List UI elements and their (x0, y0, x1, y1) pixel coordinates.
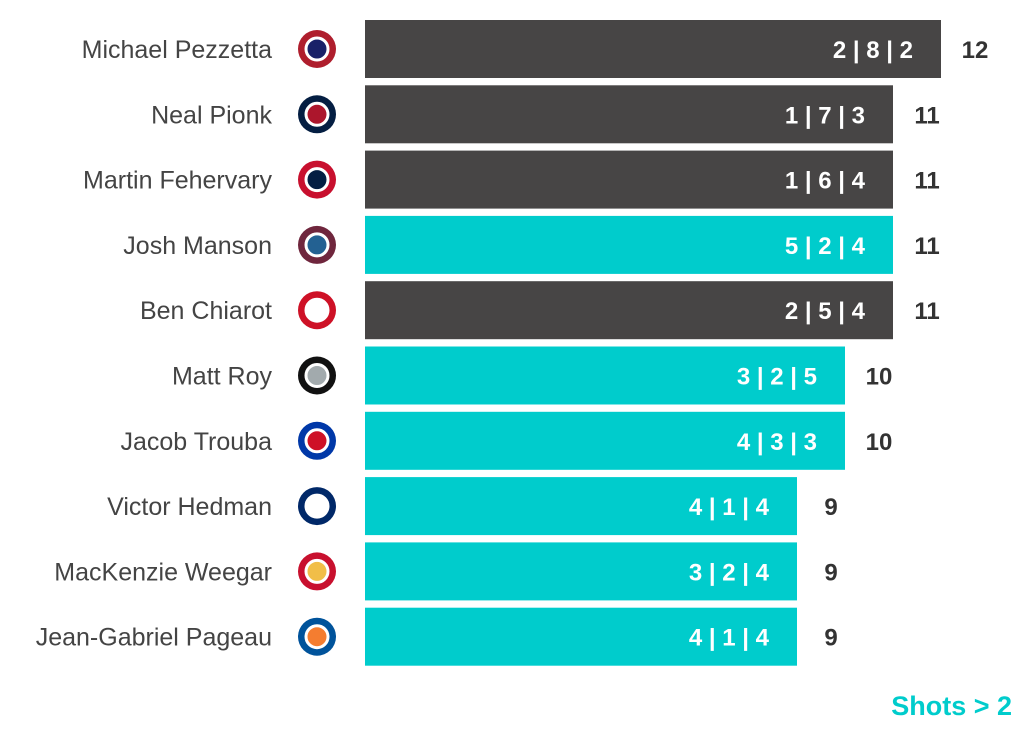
total-label: 10 (866, 429, 893, 456)
player-name-label: Victor Hedman (107, 493, 272, 521)
total-label: 11 (914, 298, 939, 325)
islanders-logo-icon (298, 617, 336, 656)
bar (365, 411, 845, 470)
bar (365, 542, 797, 601)
total-label: 9 (824, 494, 837, 521)
player-name-label: Jean-Gabriel Pageau (36, 624, 272, 652)
player-name-label: Martin Fehervary (83, 167, 272, 195)
jets-logo-icon (298, 95, 336, 134)
breakdown-label: 3 | 2 | 4 (689, 559, 770, 586)
player-name-label: Jacob Trouba (121, 428, 273, 456)
player-name-label: Michael Pezzetta (82, 36, 272, 64)
capitals-logo-icon (298, 160, 336, 199)
bar (365, 20, 941, 78)
bar-row: Michael Pezzetta 2 | 8 | 2 12 (82, 20, 989, 78)
flames-logo-icon (298, 552, 336, 591)
breakdown-label: 1 | 6 | 4 (785, 168, 866, 195)
bar (365, 281, 893, 340)
player-name-label: Neal Pionk (151, 101, 272, 129)
bar-row: Jacob Trouba 4 | 3 | 3 10 (121, 411, 893, 470)
breakdown-label: 3 | 2 | 5 (737, 364, 817, 391)
player-name-label: Josh Manson (123, 232, 272, 260)
breakdown-label: 4 | 1 | 4 (689, 625, 770, 652)
bar (365, 215, 893, 274)
rangers-logo-icon (298, 421, 336, 460)
bar-row: Jean-Gabriel Pageau 4 | 1 | 4 9 (36, 607, 838, 666)
bar-row: Neal Pionk 1 | 7 | 3 11 (151, 85, 940, 144)
total-label: 12 (962, 37, 989, 64)
bar-row: Victor Hedman 4 | 1 | 4 9 (107, 477, 838, 536)
total-label: 10 (866, 364, 893, 391)
total-label: 9 (824, 625, 837, 652)
bar (365, 477, 797, 536)
total-label: 9 (824, 559, 837, 586)
avalanche-logo-icon (298, 225, 336, 264)
player-name-label: MacKenzie Weegar (54, 558, 272, 586)
legend-label: Shots > 2 (891, 691, 1012, 721)
breakdown-label: 4 | 1 | 4 (689, 494, 770, 521)
canadiens-logo-icon (298, 30, 336, 68)
bar-row: Josh Manson 5 | 2 | 4 11 (123, 215, 940, 274)
total-label: 11 (914, 168, 939, 195)
breakdown-label: 2 | 5 | 4 (785, 298, 866, 325)
player-name-label: Matt Roy (172, 363, 273, 391)
breakdown-label: 1 | 7 | 3 (785, 102, 865, 129)
lightning-logo-icon (298, 487, 336, 526)
bar-row: Ben Chiarot 2 | 5 | 4 11 (140, 281, 940, 340)
bar (365, 346, 845, 405)
breakdown-label: 2 | 8 | 2 (833, 37, 913, 64)
player-name-label: Ben Chiarot (140, 297, 272, 325)
kings-logo-icon (298, 356, 336, 395)
bar (365, 607, 797, 666)
bar-row: Matt Roy 3 | 2 | 5 10 (172, 346, 893, 405)
total-label: 11 (914, 102, 939, 129)
breakdown-label: 4 | 3 | 3 (737, 429, 817, 456)
bar-row: MacKenzie Weegar 3 | 2 | 4 9 (54, 542, 838, 601)
bar (365, 150, 893, 209)
breakdown-label: 5 | 2 | 4 (785, 233, 866, 260)
red-wings-logo-icon (298, 291, 336, 330)
bar-row: Martin Fehervary 1 | 6 | 4 11 (83, 150, 940, 209)
total-label: 11 (914, 233, 939, 260)
bar (365, 85, 893, 144)
